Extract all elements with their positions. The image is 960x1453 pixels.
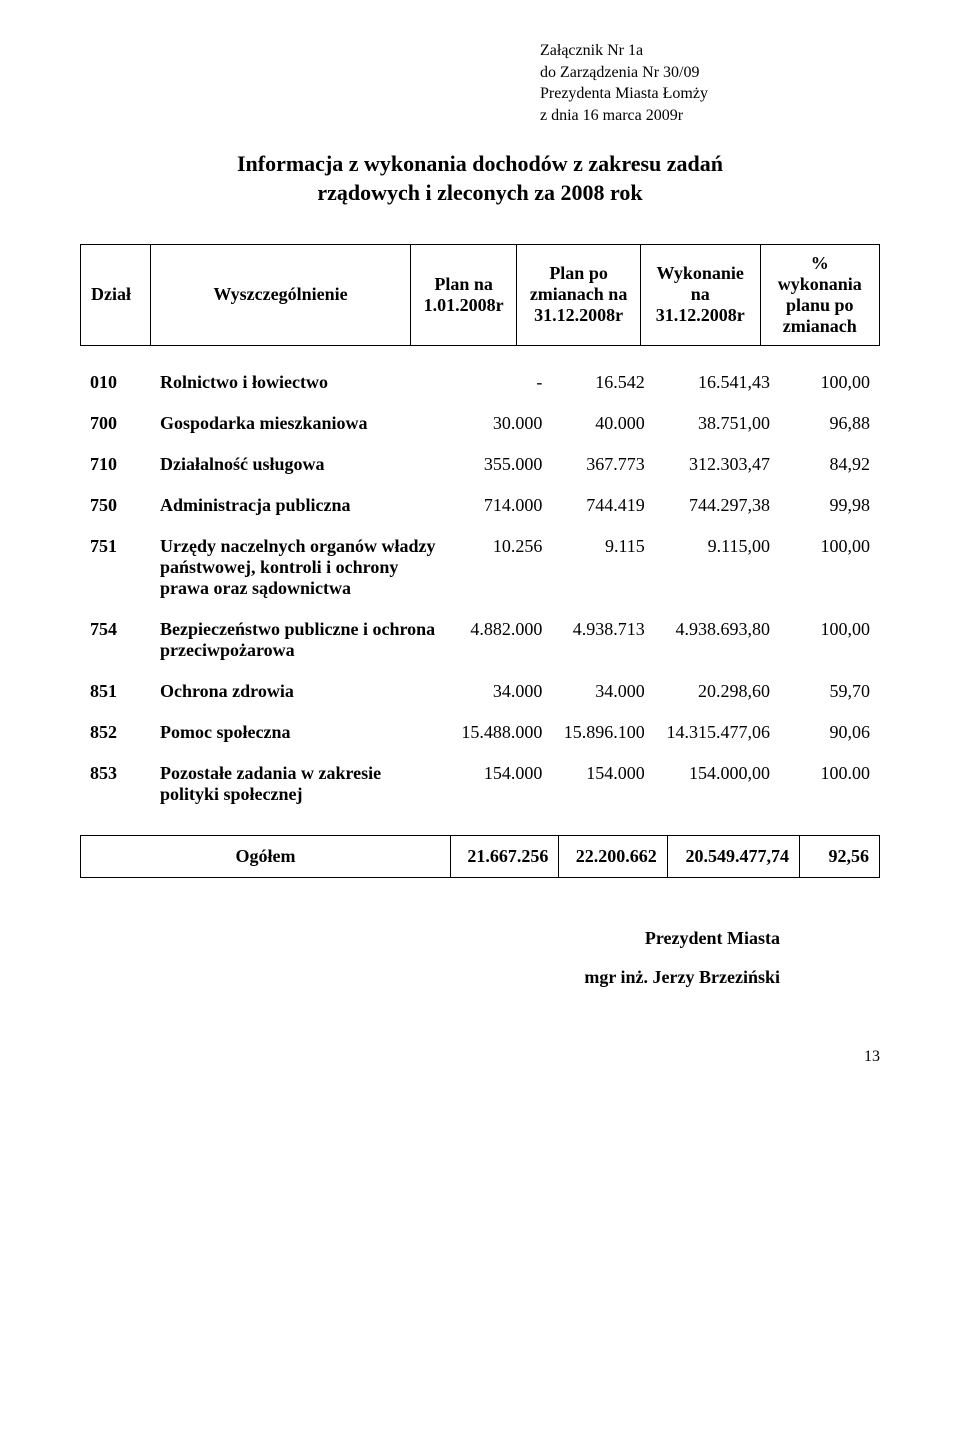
total-plan-na: 21.667.256: [451, 835, 559, 877]
cell-desc: Gospodarka mieszkaniowa: [150, 403, 450, 444]
signature-block: Prezydent Miasta mgr inż. Jerzy Brzezińs…: [80, 928, 880, 988]
cell-desc: Działalność usługowa: [150, 444, 450, 485]
cell-dzial: 751: [80, 526, 150, 609]
cell-desc: Administracja publiczna: [150, 485, 450, 526]
table-row: 700 Gospodarka mieszkaniowa 30.000 40.00…: [80, 403, 880, 444]
table-row: 851 Ochrona zdrowia 34.000 34.000 20.298…: [80, 671, 880, 712]
title-line: rządowych i zleconych za 2008 rok: [80, 179, 880, 208]
attachment-line: Załącznik Nr 1a: [540, 40, 880, 62]
cell-procent: 96,88: [780, 403, 880, 444]
cell-procent: 100,00: [780, 609, 880, 671]
cell-desc: Urzędy naczelnych organów władzy państwo…: [150, 526, 450, 609]
table-row: 852 Pomoc społeczna 15.488.000 15.896.10…: [80, 712, 880, 753]
cell-plan-na: 714.000: [450, 485, 552, 526]
cell-dzial: 010: [80, 362, 150, 403]
cell-wykonanie: 16.541,43: [655, 362, 780, 403]
header-plan-na: Plan na 1.01.2008r: [411, 244, 517, 345]
cell-dzial: 750: [80, 485, 150, 526]
cell-plan-po: 34.000: [552, 671, 654, 712]
cell-dzial: 710: [80, 444, 150, 485]
table-row: 751 Urzędy naczelnych organów władzy pań…: [80, 526, 880, 609]
cell-plan-po: 367.773: [552, 444, 654, 485]
cell-plan-na: 15.488.000: [450, 712, 552, 753]
cell-plan-na: 34.000: [450, 671, 552, 712]
header-plan-po: Plan po zmianach na 31.12.2008r: [517, 244, 641, 345]
table-row: 710 Działalność usługowa 355.000 367.773…: [80, 444, 880, 485]
data-table: 010 Rolnictwo i łowiectwo - 16.542 16.54…: [80, 362, 880, 815]
total-plan-po: 22.200.662: [559, 835, 667, 877]
cell-plan-po: 4.938.713: [552, 609, 654, 671]
table-row: 010 Rolnictwo i łowiectwo - 16.542 16.54…: [80, 362, 880, 403]
cell-wykonanie: 20.298,60: [655, 671, 780, 712]
cell-wykonanie: 4.938.693,80: [655, 609, 780, 671]
header-table: Dział Wyszczególnienie Plan na 1.01.2008…: [80, 244, 880, 346]
cell-desc: Bezpieczeństwo publiczne i ochrona przec…: [150, 609, 450, 671]
cell-dzial: 853: [80, 753, 150, 815]
cell-plan-na: -: [450, 362, 552, 403]
header-wyszczegolnienie: Wyszczególnienie: [151, 244, 411, 345]
header-procent: % wykonania planu po zmianach: [760, 244, 879, 345]
signature-name: mgr inż. Jerzy Brzeziński: [80, 967, 780, 988]
cell-procent: 90,06: [780, 712, 880, 753]
cell-desc: Pomoc społeczna: [150, 712, 450, 753]
cell-plan-na: 4.882.000: [450, 609, 552, 671]
table-row: 754 Bezpieczeństwo publiczne i ochrona p…: [80, 609, 880, 671]
page: Załącznik Nr 1a do Zarządzenia Nr 30/09 …: [0, 0, 960, 1106]
cell-plan-po: 16.542: [552, 362, 654, 403]
total-row: Ogółem 21.667.256 22.200.662 20.549.477,…: [81, 835, 880, 877]
cell-plan-po: 744.419: [552, 485, 654, 526]
table-row: 853 Pozostałe zadania w zakresie polityk…: [80, 753, 880, 815]
cell-dzial: 851: [80, 671, 150, 712]
cell-wykonanie: 312.303,47: [655, 444, 780, 485]
cell-procent: 100.00: [780, 753, 880, 815]
cell-plan-po: 40.000: [552, 403, 654, 444]
table-row: 750 Administracja publiczna 714.000 744.…: [80, 485, 880, 526]
cell-dzial: 852: [80, 712, 150, 753]
cell-wykonanie: 744.297,38: [655, 485, 780, 526]
title-line: Informacja z wykonania dochodów z zakres…: [80, 150, 880, 179]
cell-procent: 84,92: [780, 444, 880, 485]
cell-plan-na: 30.000: [450, 403, 552, 444]
cell-procent: 100,00: [780, 362, 880, 403]
attachment-block: Załącznik Nr 1a do Zarządzenia Nr 30/09 …: [540, 40, 880, 126]
cell-plan-na: 10.256: [450, 526, 552, 609]
cell-wykonanie: 9.115,00: [655, 526, 780, 609]
attachment-line: do Zarządzenia Nr 30/09: [540, 62, 880, 84]
header-wykonanie: Wykonanie na 31.12.2008r: [640, 244, 760, 345]
cell-dzial: 754: [80, 609, 150, 671]
total-table: Ogółem 21.667.256 22.200.662 20.549.477,…: [80, 835, 880, 878]
cell-wykonanie: 154.000,00: [655, 753, 780, 815]
cell-plan-po: 154.000: [552, 753, 654, 815]
header-row: Dział Wyszczególnienie Plan na 1.01.2008…: [81, 244, 880, 345]
cell-desc: Rolnictwo i łowiectwo: [150, 362, 450, 403]
cell-plan-po: 15.896.100: [552, 712, 654, 753]
total-procent: 92,56: [800, 835, 880, 877]
cell-procent: 59,70: [780, 671, 880, 712]
signature-title: Prezydent Miasta: [80, 928, 780, 949]
cell-wykonanie: 14.315.477,06: [655, 712, 780, 753]
cell-wykonanie: 38.751,00: [655, 403, 780, 444]
cell-procent: 100,00: [780, 526, 880, 609]
cell-procent: 99,98: [780, 485, 880, 526]
header-dzial: Dział: [81, 244, 151, 345]
attachment-line: z dnia 16 marca 2009r: [540, 105, 880, 127]
document-title: Informacja z wykonania dochodów z zakres…: [80, 150, 880, 207]
cell-desc: Pozostałe zadania w zakresie polityki sp…: [150, 753, 450, 815]
page-number: 13: [80, 1048, 880, 1066]
cell-plan-po: 9.115: [552, 526, 654, 609]
cell-dzial: 700: [80, 403, 150, 444]
attachment-line: Prezydenta Miasta Łomży: [540, 83, 880, 105]
total-wykonanie: 20.549.477,74: [667, 835, 799, 877]
cell-desc: Ochrona zdrowia: [150, 671, 450, 712]
total-label: Ogółem: [81, 835, 451, 877]
cell-plan-na: 154.000: [450, 753, 552, 815]
cell-plan-na: 355.000: [450, 444, 552, 485]
